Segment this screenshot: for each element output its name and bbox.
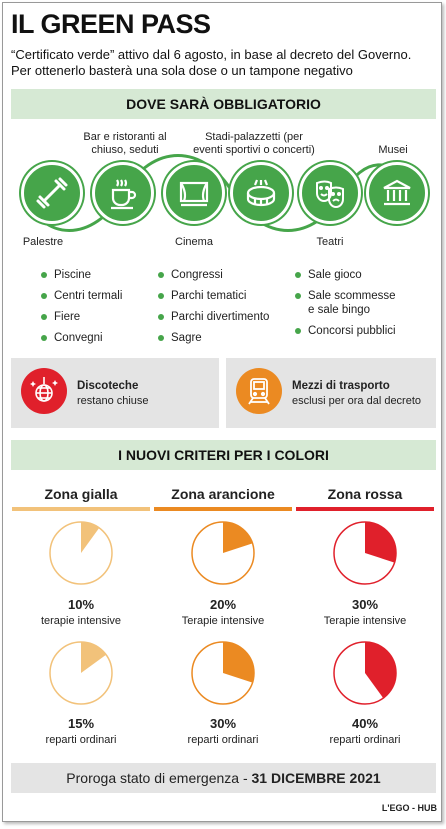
zone-rossa-bar xyxy=(296,507,434,511)
footer-text: Proroga stato di emergenza - xyxy=(66,770,252,786)
label-palestre: Palestre xyxy=(22,236,64,248)
zone-rossa-title: Zona rossa xyxy=(327,486,403,502)
trasporti-text: esclusi per ora dal decreto xyxy=(292,395,422,407)
label-teatri: Teatri xyxy=(316,236,344,248)
gialla-ordinary-label: reparti ordinari xyxy=(45,734,117,746)
list-col-3: Sale gioco Sale scommesse e sale bingo C… xyxy=(294,268,404,345)
label-musei: Musei xyxy=(378,144,408,156)
pie-arancione-intensive xyxy=(191,521,255,585)
pie-slice xyxy=(81,642,107,673)
theatre-masks-icon xyxy=(299,162,361,224)
arancione-ordinary-label: reparti ordinari xyxy=(187,734,259,746)
section-header-obbligatorio: DOVE SARÀ OBBLIGATORIO xyxy=(11,89,436,119)
rossa-intensive-label: Terapie intensive xyxy=(323,615,407,627)
infographic: IL GREEN PASS “Certificato verde” attivo… xyxy=(2,2,442,822)
list-item: Parchi tematici xyxy=(157,289,287,303)
zone-gialla-title: Zona gialla xyxy=(44,486,118,502)
pie-slice xyxy=(81,522,100,553)
rossa-ordinary-label: reparti ordinari xyxy=(329,734,401,746)
list-item: Concorsi pubblici xyxy=(294,324,404,338)
rossa-intensive-pct: 30% xyxy=(351,597,379,612)
arancione-intensive-label: Terapie intensive xyxy=(181,615,265,627)
gialla-ordinary-pct: 15% xyxy=(67,716,95,731)
zone-arancione-title: Zona arancione xyxy=(171,486,275,502)
trasporti-title: Mezzi di trasporto xyxy=(292,380,390,392)
box-trasporti: Mezzi di trasporto esclusi per ora dal d… xyxy=(226,358,436,428)
footer-emergency: Proroga stato di emergenza - 31 DICEMBRE… xyxy=(11,763,436,793)
pie-arancione-ordinary xyxy=(191,641,255,705)
rossa-ordinary-pct: 40% xyxy=(351,716,379,731)
discoteche-title: Discoteche xyxy=(77,380,139,392)
pie-gialla-intensive xyxy=(49,521,113,585)
list-item: Sale gioco xyxy=(294,268,404,282)
gialla-intensive-pct: 10% xyxy=(67,597,95,612)
coffee-cup-icon xyxy=(92,162,154,224)
footer-date: 31 DICEMBRE 2021 xyxy=(251,770,381,786)
list-item: Fiere xyxy=(40,310,160,324)
cinema-screen-icon xyxy=(163,162,225,224)
pie-rossa-ordinary xyxy=(333,641,397,705)
arancione-ordinary-pct: 30% xyxy=(209,716,237,731)
list-item: Piscine xyxy=(40,268,160,282)
zone-arancione-bar xyxy=(154,507,292,511)
label-bar-ristoranti: Bar e ristoranti al chiuso, seduti xyxy=(83,131,167,156)
list-item: Sagre xyxy=(157,331,287,345)
gialla-intensive-label: terapie intensive xyxy=(40,615,122,627)
box-discoteche: Discoteche restano chiuse xyxy=(11,358,219,428)
pie-slice xyxy=(365,522,396,563)
pie-gialla-ordinary xyxy=(49,641,113,705)
pie-slice xyxy=(223,522,253,553)
list-col-2: Congressi Parchi tematici Parchi diverti… xyxy=(157,268,287,352)
list-col-1: Piscine Centri termali Fiere Convegni xyxy=(40,268,160,352)
disco-ball-icon xyxy=(21,368,67,414)
discoteche-text: restano chiuse xyxy=(77,395,149,407)
dumbbell-icon xyxy=(21,162,83,224)
zone-gialla-bar xyxy=(12,507,150,511)
page-title: IL GREEN PASS xyxy=(11,9,211,39)
arancione-intensive-pct: 20% xyxy=(209,597,237,612)
label-cinema: Cinema xyxy=(175,236,213,248)
list-item: Parchi divertimento xyxy=(157,310,287,324)
list-item: Centri termali xyxy=(40,289,160,303)
train-icon xyxy=(236,368,282,414)
label-stadi: Stadi-palazzetti (per eventi sportivi o … xyxy=(193,131,315,156)
venues-chain xyxy=(3,153,443,233)
list-item: Sale scommesse e sale bingo xyxy=(294,289,404,317)
credit: L'EGO - HUB xyxy=(381,803,437,813)
pie-slice xyxy=(223,642,254,683)
list-item: Congressi xyxy=(157,268,287,282)
section-header-colori: I NUOVI CRITERI PER I COLORI xyxy=(11,440,436,470)
list-item: Convegni xyxy=(40,331,160,345)
museum-icon xyxy=(366,162,428,224)
page-subtitle: “Certificato verde” attivo dal 6 agosto,… xyxy=(11,47,412,78)
pie-rossa-intensive xyxy=(333,521,397,585)
stadium-icon xyxy=(230,162,292,224)
pie-slice xyxy=(365,642,396,699)
